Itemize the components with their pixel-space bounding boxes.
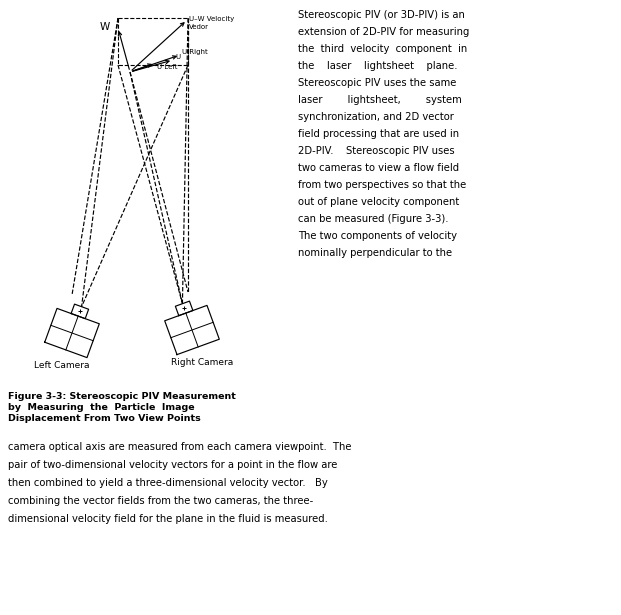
Text: U–W Velocity: U–W Velocity xyxy=(189,16,234,22)
Text: Displacement From Two View Points: Displacement From Two View Points xyxy=(8,414,201,423)
Text: Stereoscopic PIV uses the same: Stereoscopic PIV uses the same xyxy=(298,78,456,88)
Text: laser        lightsheet,        system: laser lightsheet, system xyxy=(298,95,462,105)
Text: out of plane velocity component: out of plane velocity component xyxy=(298,197,460,207)
Text: combining the vector fields from the two cameras, the three-: combining the vector fields from the two… xyxy=(8,496,313,506)
Text: then combined to yield a three-dimensional velocity vector.   By: then combined to yield a three-dimension… xyxy=(8,478,328,488)
Text: camera optical axis are measured from each camera viewpoint.  The: camera optical axis are measured from ea… xyxy=(8,442,351,452)
Text: Right Camera: Right Camera xyxy=(171,358,233,367)
Text: The two components of velocity: The two components of velocity xyxy=(298,231,457,241)
Text: Vedor: Vedor xyxy=(189,24,209,30)
Text: Left Camera: Left Camera xyxy=(34,361,89,370)
Text: 2D-PIV.    Stereoscopic PIV uses: 2D-PIV. Stereoscopic PIV uses xyxy=(298,146,455,156)
Text: can be measured (Figure 3-3).: can be measured (Figure 3-3). xyxy=(298,214,448,224)
Text: dimensional velocity field for the plane in the fluid is measured.: dimensional velocity field for the plane… xyxy=(8,514,328,524)
Text: field processing that are used in: field processing that are used in xyxy=(298,129,459,139)
Text: U Right: U Right xyxy=(182,49,208,55)
Text: synchronization, and 2D vector: synchronization, and 2D vector xyxy=(298,112,454,122)
Text: from two perspectives so that the: from two perspectives so that the xyxy=(298,180,466,190)
Text: by  Measuring  the  Particle  Image: by Measuring the Particle Image xyxy=(8,403,194,412)
Text: pair of two-dimensional velocity vectors for a point in the flow are: pair of two-dimensional velocity vectors… xyxy=(8,460,337,470)
Text: extension of 2D-PIV for measuring: extension of 2D-PIV for measuring xyxy=(298,27,469,37)
Text: two cameras to view a flow field: two cameras to view a flow field xyxy=(298,163,459,173)
Text: U: U xyxy=(175,54,180,60)
Text: U Left: U Left xyxy=(157,64,178,70)
Text: the  third  velocity  component  in: the third velocity component in xyxy=(298,44,467,54)
Text: W: W xyxy=(100,22,110,32)
Text: Stereoscopic PIV (or 3D-PIV) is an: Stereoscopic PIV (or 3D-PIV) is an xyxy=(298,10,465,20)
Text: the    laser    lightsheet    plane.: the laser lightsheet plane. xyxy=(298,61,458,71)
Text: Figure 3-3: Stereoscopic PIV Measurement: Figure 3-3: Stereoscopic PIV Measurement xyxy=(8,392,236,401)
Text: nominally perpendicular to the: nominally perpendicular to the xyxy=(298,248,452,258)
